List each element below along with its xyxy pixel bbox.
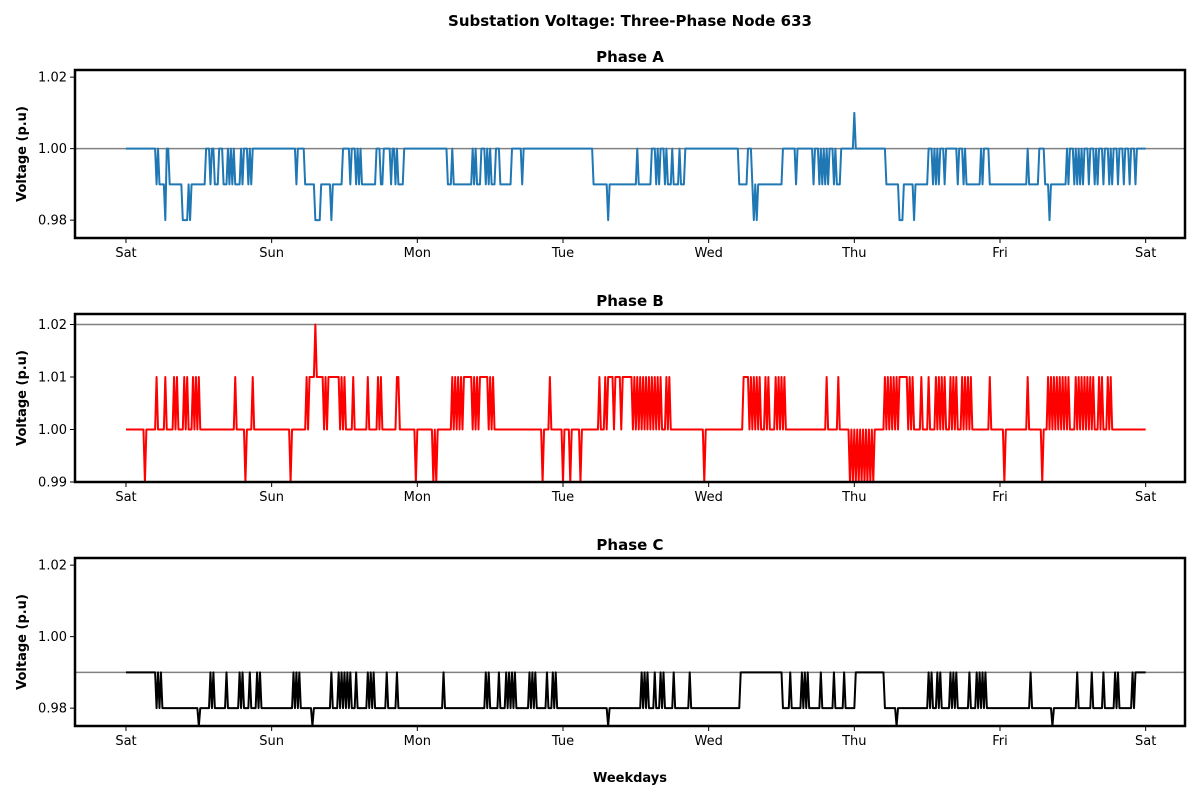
phase-a-x-tick-label: Sun [259, 246, 284, 261]
phase-c-y-axis-label: Voltage (p.u) [15, 594, 30, 690]
phase-b-x-tick-label: Tue [551, 490, 574, 505]
phase-a-x-tick-label: Mon [404, 246, 431, 261]
phase-c-x-tick-label: Thu [841, 734, 866, 749]
phase-c-x-tick-label: Sat [1135, 734, 1156, 749]
phase-c-x-tick-label: Sat [115, 734, 136, 749]
phase-a-y-axis-label: Voltage (p.u) [15, 106, 30, 202]
phase-a-x-tick-label: Thu [841, 246, 866, 261]
phase-b-x-tick-label: Sat [115, 490, 136, 505]
phase-b-subplot: Phase B Voltage (p.u) Sat Sun Mon Tue Wed Thu Fr… [15, 292, 1187, 505]
phase-c-x-tick-label: Mon [404, 734, 431, 749]
phase-b-x-tick-label: Fri [992, 490, 1008, 505]
phase-b-x-tick-label: Wed [694, 490, 722, 505]
phase-a-x-tick-label: Tue [551, 246, 574, 261]
phase-a-x-tick-label: Fri [992, 246, 1008, 261]
phase-a-x-tick-label: Wed [694, 246, 722, 261]
phase-a-x-tick-label: Sat [1135, 246, 1156, 261]
phase-a-y-tick-label: 1.00 [38, 142, 67, 157]
phase-c-x-tick-label: Sun [259, 734, 284, 749]
phase-a-title: Phase A [596, 48, 664, 66]
phase-c-x-tick-label: Fri [992, 734, 1008, 749]
phase-b-title: Phase B [596, 292, 664, 310]
phase-c-x-tick-label: Tue [551, 734, 574, 749]
phase-b-y-tick-label: 1.02 [38, 318, 67, 333]
phase-c-series-line [125, 671, 1146, 726]
phase-b-x-tick-label: Thu [841, 490, 866, 505]
phase-b-x-tick-label: Mon [404, 490, 431, 505]
phase-c-x-tick-label: Wed [694, 734, 722, 749]
phase-a-subplot: Phase A Voltage (p.u) Sat Sun Mon Tue Wed Thu Fr… [15, 48, 1187, 261]
phase-a-x-tick-label: Sat [115, 246, 136, 261]
phase-b-y-tick-label: 1.01 [38, 371, 67, 386]
phase-a-series-line [125, 111, 1146, 222]
phase-c-y-tick-label: 1.02 [38, 559, 67, 574]
phase-c-axes-frame [73, 556, 1187, 728]
phase-a-y-tick-label: 0.98 [38, 214, 67, 229]
phase-b-x-tick-label: Sat [1135, 490, 1156, 505]
x-axis-label: Weekdays [593, 771, 667, 786]
phase-b-y-tick-label: 1.00 [38, 423, 67, 438]
phase-b-series-line [125, 323, 1146, 482]
phase-c-subplot: Phase C Voltage (p.u) Sat Sun Mon Tue Wed Thu Fr… [15, 536, 1187, 749]
phase-c-y-tick-label: 1.00 [38, 630, 67, 645]
figure-title: Substation Voltage: Three-Phase Node 633 [448, 12, 812, 30]
subplots: Phase A Voltage (p.u) Sat Sun Mon Tue Wed Thu Fr… [15, 48, 1187, 749]
phase-b-axes-frame [73, 312, 1187, 484]
phase-b-y-axis-label: Voltage (p.u) [15, 350, 30, 446]
phase-c-title: Phase C [596, 536, 663, 554]
phase-c-y-tick-label: 0.98 [38, 702, 67, 717]
phase-b-x-tick-label: Sun [259, 490, 284, 505]
phase-a-y-tick-label: 1.02 [38, 71, 67, 86]
phase-b-y-tick-label: 0.99 [38, 476, 67, 491]
phase-a-axes-frame [73, 68, 1187, 240]
